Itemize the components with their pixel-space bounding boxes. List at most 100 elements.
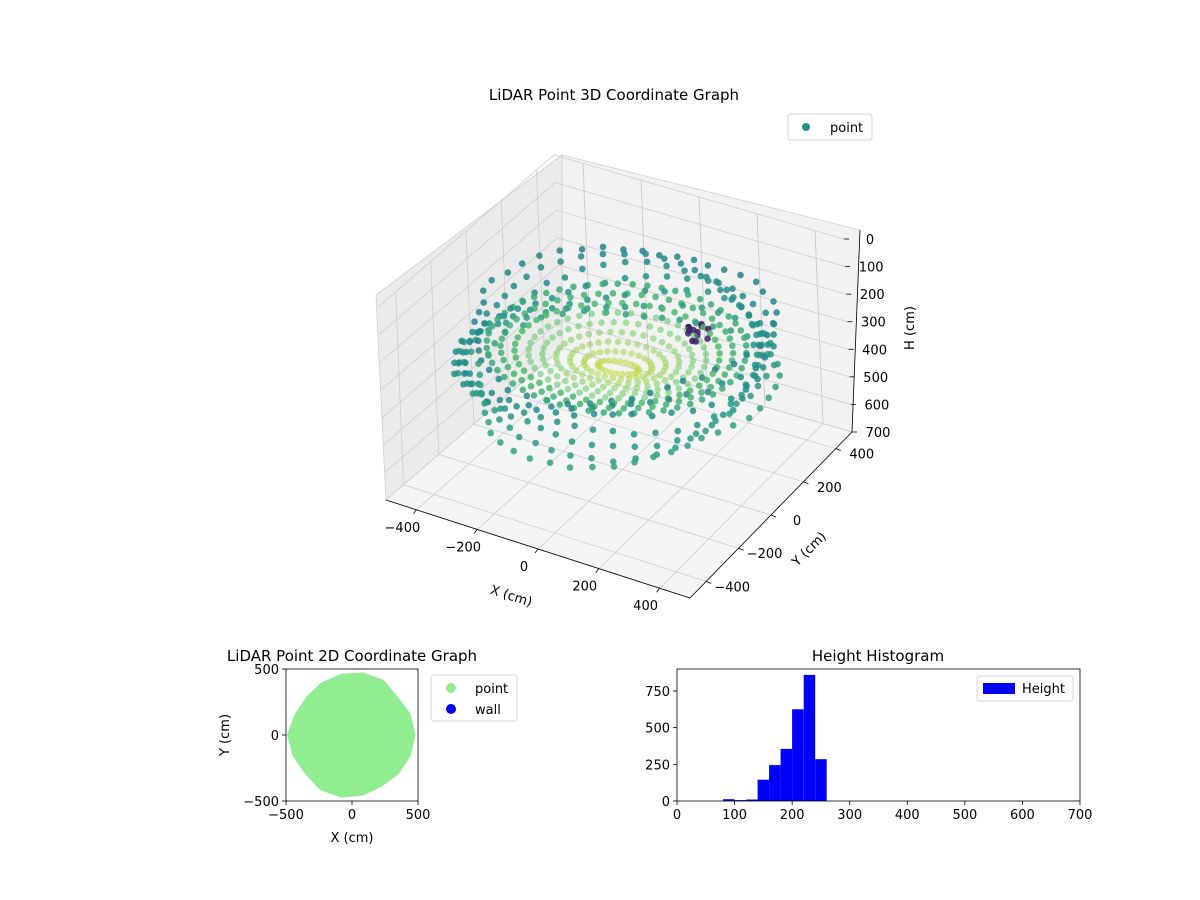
point-3d [741, 334, 748, 342]
point-3d [611, 384, 618, 392]
point-3d [665, 396, 673, 403]
point-3d [475, 360, 482, 368]
point-3d [682, 313, 689, 320]
point-3d [483, 344, 491, 352]
point-3d [602, 367, 609, 375]
histogram-bar [723, 799, 735, 801]
point-3d [687, 394, 695, 401]
point-3d [507, 413, 515, 420]
point-3d [596, 398, 604, 406]
point-3d [651, 397, 659, 405]
point-3d [756, 405, 764, 412]
point-3d [610, 458, 617, 466]
point-3d [539, 350, 546, 358]
points-3d [451, 243, 783, 471]
point-3d [567, 294, 574, 301]
point-3d [543, 279, 550, 287]
point-3d [504, 363, 512, 371]
point-3d [671, 348, 678, 355]
point-3d [639, 373, 647, 380]
point-3d [496, 416, 503, 423]
x-tick-label-hist: 300 [837, 808, 862, 823]
point-3d [688, 351, 696, 359]
point-3d [556, 344, 563, 352]
point-3d [615, 380, 622, 387]
point-3d [506, 322, 514, 329]
point-3d [523, 392, 531, 400]
legend-2d-label-wall: wall [475, 703, 501, 718]
point-3d [658, 314, 666, 322]
chart-3d-title: LiDAR Point 3D Coordinate Graph [489, 86, 739, 104]
point-3d [527, 373, 535, 381]
point-3d [770, 343, 777, 350]
y-tick-label-hist: 250 [645, 758, 670, 773]
point-3d [459, 349, 467, 356]
point-3d [586, 340, 594, 348]
point-3d [487, 429, 495, 437]
point-3d [717, 286, 724, 294]
chart-2d-title: LiDAR Point 2D Coordinate Graph [227, 647, 477, 665]
point-3d [635, 404, 642, 412]
point-3d [610, 319, 617, 326]
point-3d [525, 345, 532, 353]
point-3d [722, 328, 729, 335]
legend-3d: point [787, 113, 873, 141]
point-3d [621, 291, 629, 299]
point-3d [525, 322, 532, 329]
point-3d [694, 421, 701, 429]
hist-title: Height Histogram [812, 647, 944, 665]
point-3d [700, 344, 708, 351]
point-3d [539, 356, 547, 363]
point-3d [705, 277, 712, 285]
point-3d [561, 274, 569, 281]
point-3d [602, 294, 610, 302]
point-3d [684, 380, 691, 388]
point-3d [715, 279, 722, 287]
point-3d [590, 410, 598, 418]
point-3d [761, 354, 769, 361]
point-3d [601, 373, 609, 380]
point-3d [510, 447, 517, 455]
point-3d [620, 348, 627, 356]
point-3d [536, 379, 543, 387]
point-3d [672, 444, 679, 452]
point-3d [494, 320, 502, 328]
point-3d [621, 303, 629, 311]
point-3d [624, 339, 632, 347]
point-3d [525, 401, 533, 409]
point-3d [506, 424, 514, 432]
point-3d [532, 439, 539, 447]
point-3d [711, 336, 719, 344]
point-3d [474, 329, 482, 336]
point-3d [603, 304, 610, 311]
point-3d [564, 315, 571, 322]
point-3d [627, 310, 635, 317]
x-tick-label-hist: 200 [780, 808, 805, 823]
point-3d [553, 418, 561, 426]
point-3d [762, 309, 769, 317]
chart-3d: LiDAR Point 3D Coordinate Graph −400 −200… [375, 86, 918, 614]
point-3d [609, 374, 616, 382]
point-3d [733, 400, 740, 408]
point-3d [638, 291, 645, 299]
histogram-bar [769, 765, 781, 801]
point-3d [653, 442, 661, 450]
grid-line-h [380, 209, 847, 363]
point-3d [542, 300, 549, 308]
point-3d [754, 375, 761, 383]
point-3d [658, 338, 666, 346]
grid-line-h [377, 154, 845, 308]
point-3d [525, 352, 532, 359]
point-3d [721, 371, 729, 378]
point-3d [526, 455, 534, 462]
y-tick-mark-3d [803, 481, 809, 485]
point-3d [647, 389, 654, 397]
point-3d [653, 380, 661, 388]
point-3d [614, 309, 622, 316]
point-3d [537, 413, 544, 421]
point-3d [543, 339, 551, 346]
point-3d [501, 329, 509, 336]
point-3d [501, 373, 508, 381]
point-3d [476, 371, 484, 379]
point-3d [483, 337, 491, 344]
